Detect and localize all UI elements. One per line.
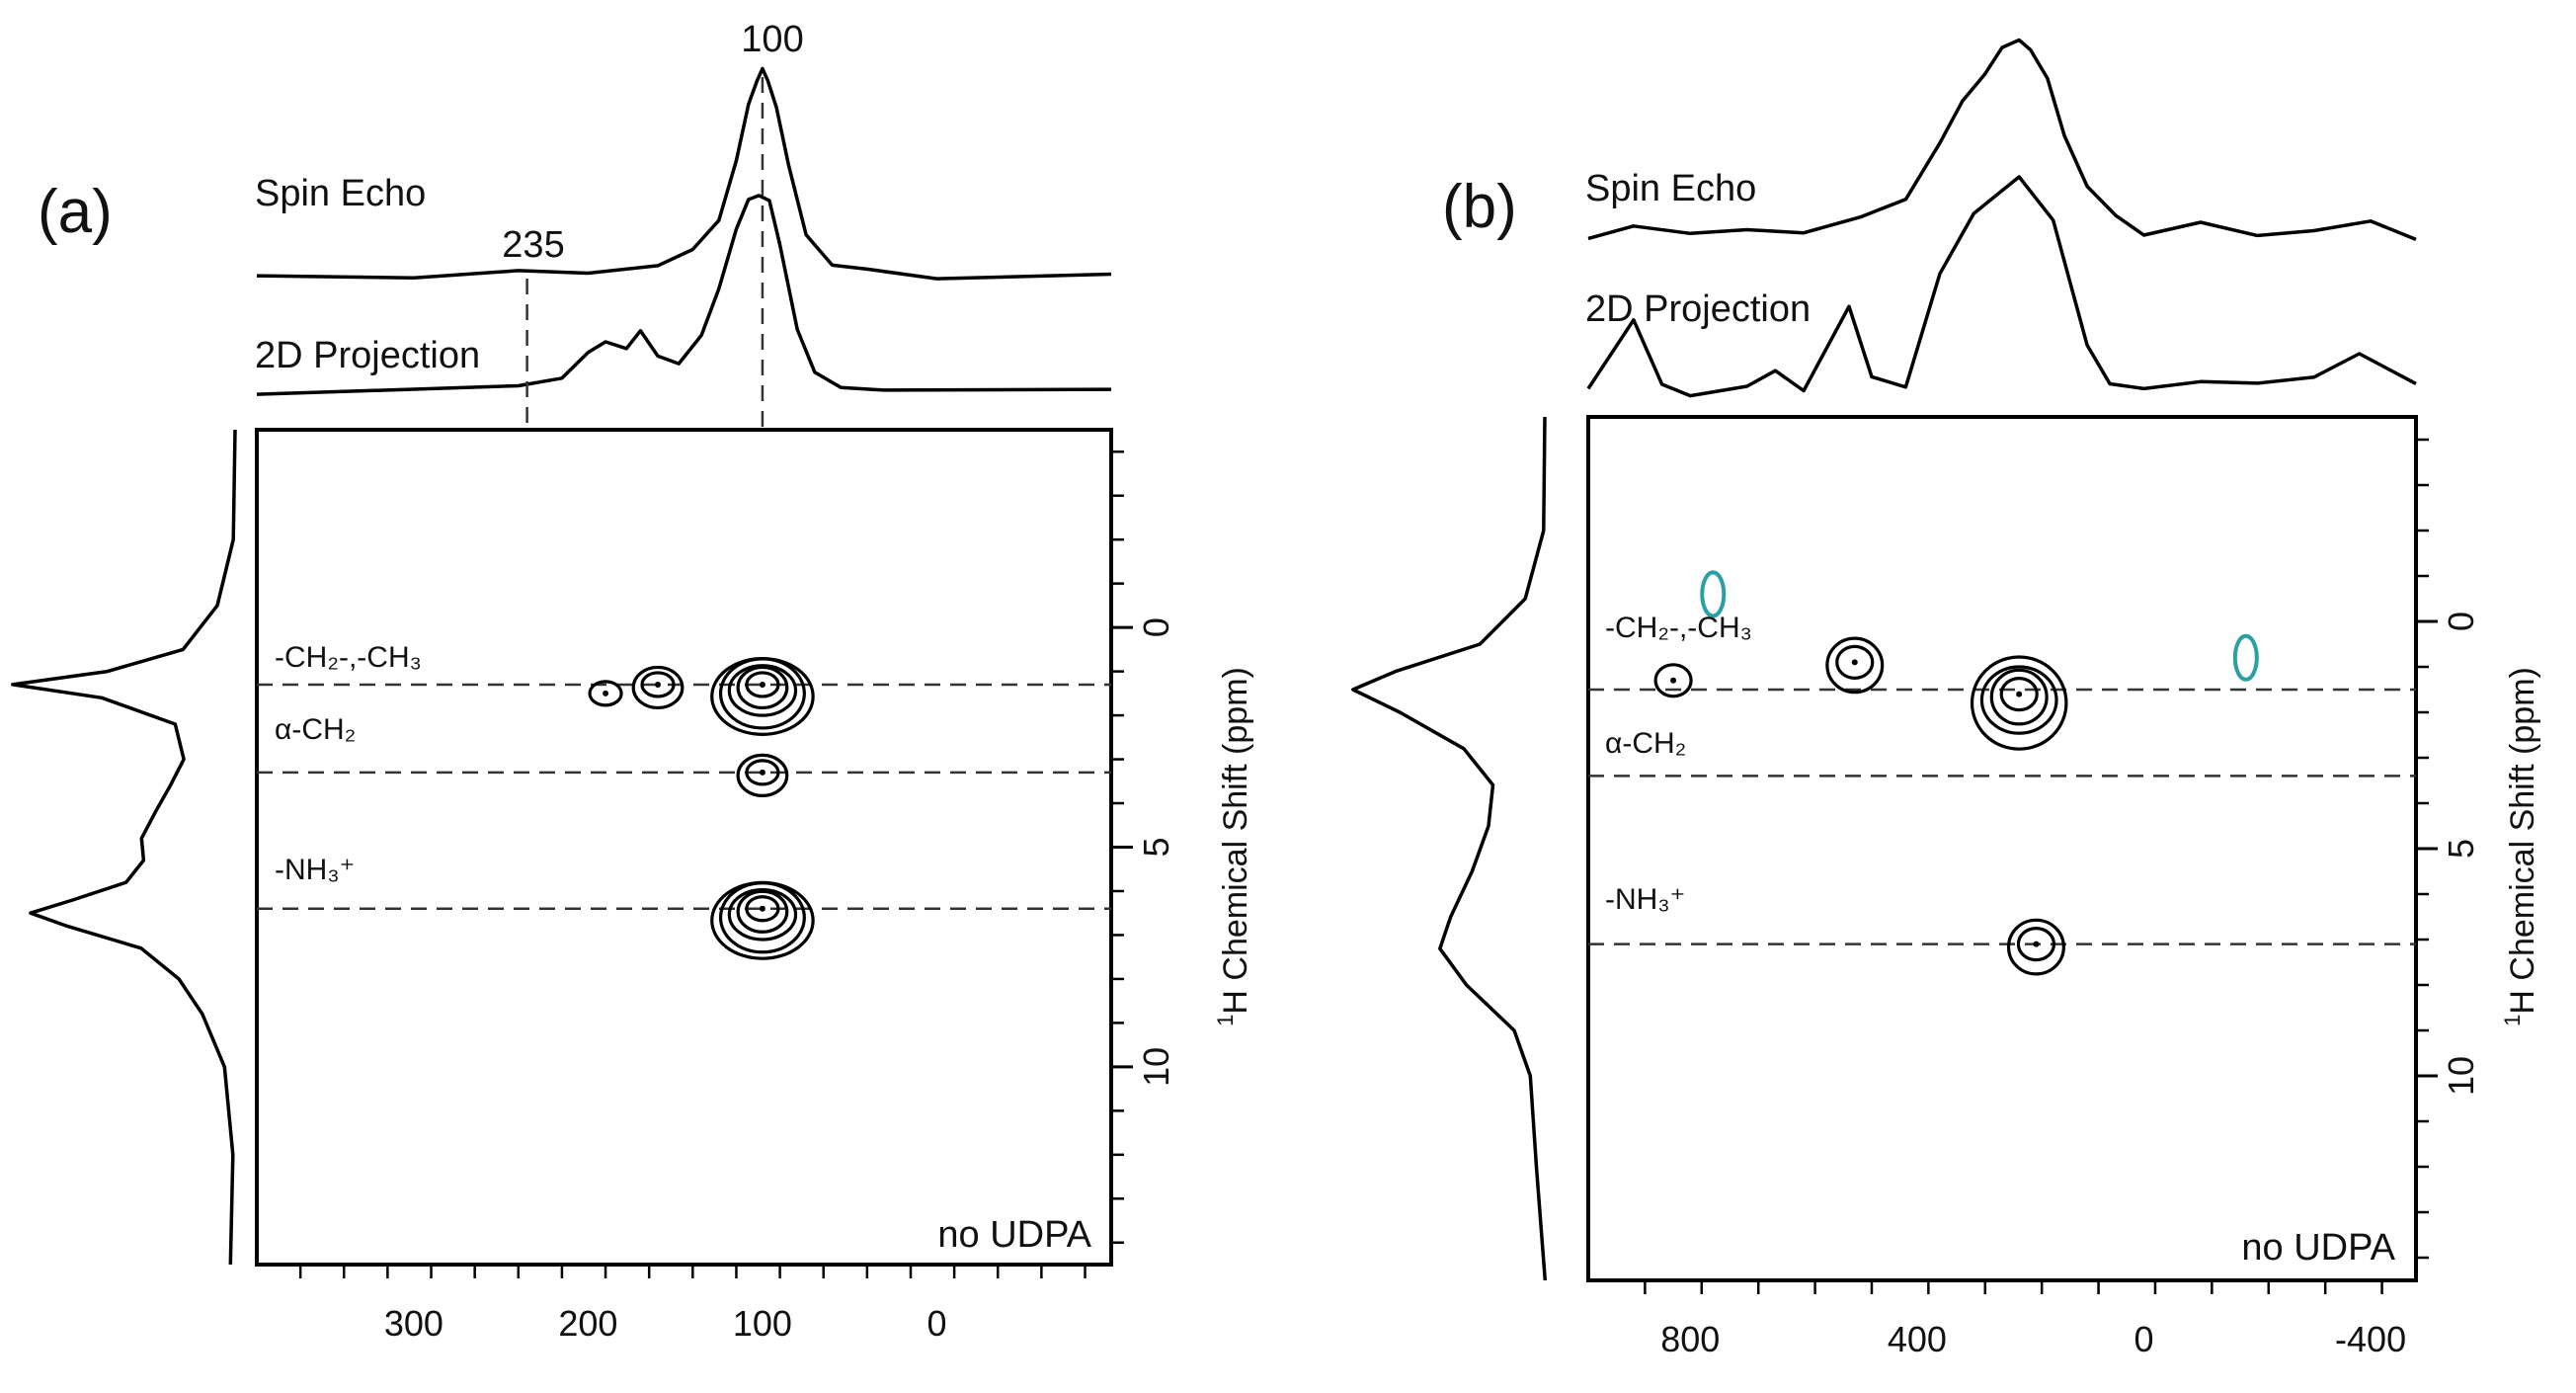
peak-dot [2016,691,2023,697]
panel-label: (b) [1442,173,1517,241]
label-nh3: -NH₃⁺ [1605,883,1685,916]
contour-ring [2016,926,2056,962]
contour-ring [736,889,789,934]
side-projection-trace [1351,416,1548,1281]
y-tick-label: 0 [1136,617,1176,637]
peak-dot [1851,659,1858,666]
contour-group [588,656,815,960]
y-axis: 0 5 10 [1111,450,1176,1245]
x-tick-label: 400 [1888,1319,1947,1359]
contour-group [1653,570,2259,976]
spin-echo-trace [1587,38,2417,242]
corner-note: no UDPA [2241,1227,2395,1269]
x-tick-label: -400 [2335,1319,2406,1359]
contour-ring [727,664,798,717]
contour-ring [1999,676,2039,712]
peak-dot [759,905,765,912]
y-tick-label: 10 [2441,1056,2481,1096]
x-tick-label: 200 [558,1303,617,1344]
contour-ring [1835,644,1875,681]
peak-dot [759,769,765,776]
contour-ring [718,657,806,730]
x-tick-label: 0 [926,1303,946,1344]
contour-ring [1989,668,2049,726]
contour-ring [631,665,684,710]
y-tick-label: 5 [1136,837,1176,857]
label-ch2-ch3: -CH₂-,-CH₃ [275,641,422,674]
label-ch2-ch3: -CH₂-,-CH₃ [1605,612,1752,644]
peak-dot [603,690,609,696]
panel-a: (a) Spin Echo 2D Projection 100 235 -CH₂… [11,19,1254,1344]
spin-echo-label: Spin Echo [1585,168,1756,209]
y-axis-title: 1H Chemical Shift (ppm) [1213,667,1254,1026]
projection-trace [256,194,1112,396]
contour-ring [2006,918,2065,976]
contour-ring [1970,655,2068,751]
contour-ring [718,881,806,954]
guide-lines [257,683,1111,911]
y-tick-label: 10 [1136,1047,1176,1087]
guide-lines [1588,688,2416,945]
contour-ring [1825,636,1885,695]
peak-label: 100 [741,19,803,60]
contour-ring [710,656,815,736]
negative-contour [1700,570,1727,618]
contour-ring [745,895,780,923]
contour-ring [710,880,815,960]
peak-dot [655,681,662,688]
spin-echo-label: Spin Echo [255,173,426,214]
contour-ring [1979,665,2058,735]
peak-dot [759,681,765,688]
panel-label: (a) [38,178,113,246]
contour-ring [745,759,780,786]
negative-contour [2232,633,2259,682]
side-projection-trace [11,429,237,1266]
x-tick-label: 800 [1660,1319,1720,1359]
contour-ring [736,753,789,797]
label-nh3: -NH₃⁺ [275,854,355,886]
corner-note: no UDPA [937,1214,1091,1256]
contour-ring [640,671,676,698]
x-tick-label: 0 [2133,1319,2153,1359]
y-tick-label: 5 [2441,839,2481,859]
contour-ring [588,680,623,707]
peak-dot [2033,941,2040,947]
y-axis: 0 5 10 [2416,438,2481,1260]
x-axis: 800 400 0 -400 [1644,1280,2406,1359]
y-tick-label: 0 [2441,612,2481,631]
spin-echo-trace [256,66,1112,281]
projection-label: 2D Projection [255,335,480,376]
panel-b: (b) Spin Echo 2D Projection -CH₂-,-CH₃ α… [1351,38,2541,1359]
x-tick-label: 300 [384,1303,443,1344]
projection-trace [1586,175,2417,398]
plot-frame [255,428,1113,1267]
contour-ring [1653,663,1693,698]
x-tick-label: 100 [733,1303,792,1344]
contour-ring [745,671,780,698]
y-axis-title: 1H Chemical Shift (ppm) [2500,667,2541,1026]
projection-label: 2D Projection [1585,288,1811,330]
contour-ring [736,665,789,710]
plot-frame [1586,415,2418,1282]
x-axis: 300 200 100 0 [298,1265,1087,1344]
peak-dot [1670,677,1677,684]
marker-label: 235 [502,224,564,266]
label-alpha-ch2: α-CH₂ [1605,727,1686,760]
contour-ring [727,887,798,942]
label-alpha-ch2: α-CH₂ [275,713,356,746]
